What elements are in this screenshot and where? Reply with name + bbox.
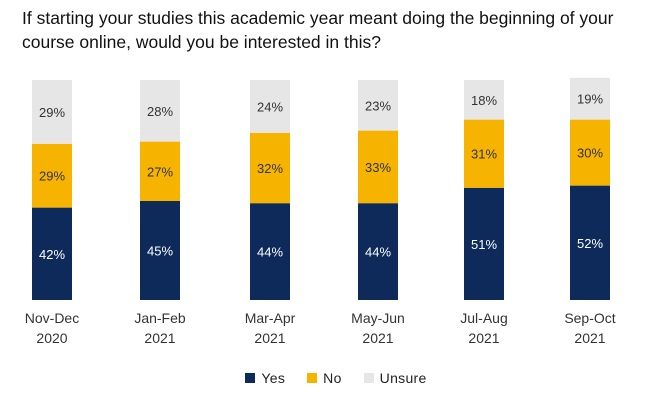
category-label-1-line-2: 2020: [36, 330, 67, 346]
legend-swatch-unsure: [363, 373, 374, 383]
bar-segment-yes-4: [358, 203, 398, 300]
bar-segment-yes-6: [570, 185, 610, 300]
bar-segment-no-2: [140, 141, 180, 201]
bar-segment-no-4: [358, 130, 398, 204]
category-label-3-line-2: 2021: [254, 330, 285, 346]
bar-segment-yes-1: [32, 207, 72, 300]
category-label-5-line-2: 2021: [468, 330, 499, 346]
legend-label-yes: Yes: [261, 370, 286, 386]
chart-title: If starting your studies this academic y…: [22, 6, 662, 54]
category-label-6-line-2: 2021: [574, 330, 605, 346]
bar-segment-unsure-1: [32, 80, 72, 144]
bar-segment-unsure-4: [358, 80, 398, 131]
legend-swatch-no: [307, 373, 318, 383]
chart-legend: Yes No Unsure: [0, 370, 672, 386]
data-label-no-2: 27%: [147, 164, 173, 179]
bar-segment-unsure-5: [464, 80, 504, 120]
bar-segment-unsure-6: [570, 77, 610, 120]
data-label-yes-1: 42%: [39, 247, 65, 262]
data-label-no-3: 32%: [257, 161, 283, 176]
data-label-no-4: 33%: [365, 160, 391, 175]
category-label-6-line-1: Sep-Oct: [564, 310, 615, 326]
data-label-yes-6: 52%: [577, 236, 603, 251]
data-label-unsure-2: 28%: [147, 104, 173, 119]
legend-label-no: No: [323, 370, 342, 386]
bar-segment-unsure-3: [250, 80, 290, 133]
category-label-5-line-1: Jul-Aug: [460, 310, 507, 326]
category-label-2-line-2: 2021: [144, 330, 175, 346]
data-label-unsure-5: 18%: [471, 93, 497, 108]
data-label-yes-3: 44%: [257, 245, 283, 260]
stacked-bar-chart: 42% 29% 29% Nov-Dec 2020 45% 27% 28% Jan-Feb 2021…: [25, 77, 616, 346]
category-label-3-line-1: Mar-Apr: [245, 310, 296, 326]
legend-item-unsure: Unsure: [363, 370, 427, 386]
legend-label-unsure: Unsure: [379, 370, 427, 386]
data-label-unsure-1: 29%: [39, 105, 65, 120]
category-label-4-line-2: 2021: [362, 330, 393, 346]
bar-segment-no-1: [32, 143, 72, 208]
chart-title-line-2: course online, would you be interested i…: [22, 32, 381, 52]
data-label-no-6: 30%: [577, 146, 603, 161]
data-label-yes-4: 44%: [365, 245, 391, 260]
bar-segment-yes-5: [464, 187, 504, 300]
bar-segment-no-5: [464, 119, 504, 188]
data-label-unsure-3: 24%: [257, 99, 283, 114]
data-label-yes-5: 51%: [471, 237, 497, 252]
bar-segment-no-3: [250, 132, 290, 204]
data-label-unsure-4: 23%: [365, 98, 391, 113]
bar-segment-unsure-2: [140, 80, 180, 142]
category-label-2-line-1: Jan-Feb: [134, 310, 186, 326]
legend-item-no: No: [307, 370, 342, 386]
legend-swatch-yes: [245, 373, 256, 383]
chart-title-line-1: If starting your studies this academic y…: [22, 8, 614, 28]
category-label-4-line-1: May-Jun: [351, 310, 405, 326]
category-label-1-line-1: Nov-Dec: [25, 310, 79, 326]
legend-item-yes: Yes: [245, 370, 285, 386]
bar-segment-no-6: [570, 119, 610, 186]
data-label-no-5: 31%: [471, 147, 497, 162]
data-label-unsure-6: 19%: [577, 92, 603, 107]
bar-segment-yes-3: [250, 203, 290, 300]
data-label-no-1: 29%: [39, 169, 65, 184]
data-label-yes-2: 45%: [147, 244, 173, 259]
bar-segment-yes-2: [140, 201, 180, 300]
